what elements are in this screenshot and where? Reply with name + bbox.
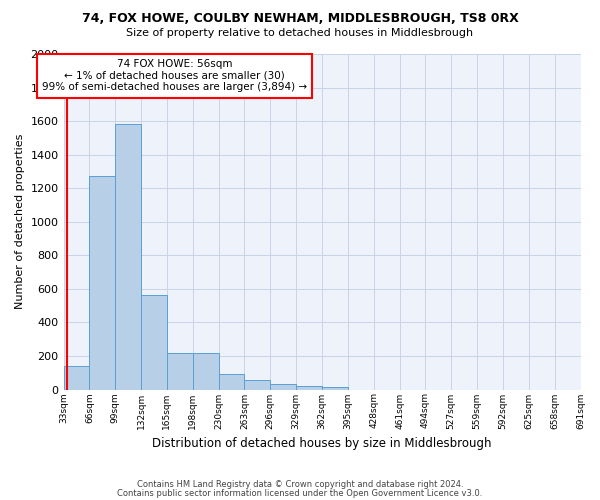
Text: Contains public sector information licensed under the Open Government Licence v3: Contains public sector information licen… [118,489,482,498]
Bar [296,386,322,390]
Bar [322,387,348,390]
Bar [193,352,218,390]
Bar [141,294,167,390]
X-axis label: Distribution of detached houses by size in Middlesbrough: Distribution of detached houses by size … [152,437,492,450]
Y-axis label: Number of detached properties: Number of detached properties [15,134,25,310]
Bar [218,374,244,390]
Bar [115,124,141,390]
Bar [89,176,115,390]
Text: Size of property relative to detached houses in Middlesbrough: Size of property relative to detached ho… [127,28,473,38]
Bar [167,352,193,390]
Bar [244,380,271,390]
Text: 74, FOX HOWE, COULBY NEWHAM, MIDDLESBROUGH, TS8 0RX: 74, FOX HOWE, COULBY NEWHAM, MIDDLESBROU… [82,12,518,26]
Bar [64,366,89,390]
Text: Contains HM Land Registry data © Crown copyright and database right 2024.: Contains HM Land Registry data © Crown c… [137,480,463,489]
Text: 74 FOX HOWE: 56sqm
← 1% of detached houses are smaller (30)
99% of semi-detached: 74 FOX HOWE: 56sqm ← 1% of detached hous… [42,59,307,92]
Bar [271,384,296,390]
